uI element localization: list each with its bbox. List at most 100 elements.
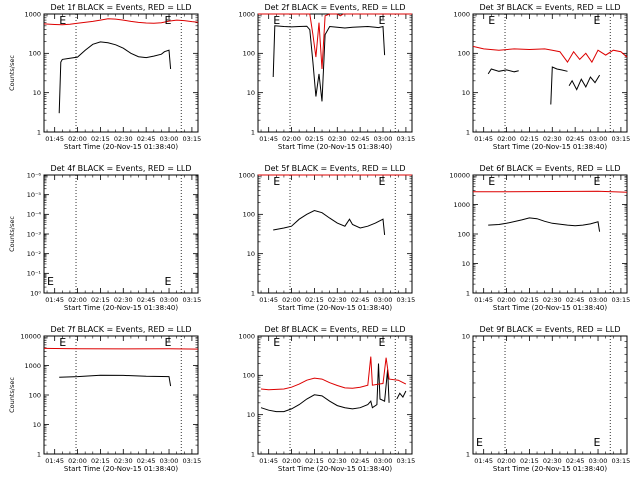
- y-tick-label: 10⁻³: [27, 230, 42, 238]
- y-tick-label: 10: [247, 89, 255, 97]
- lld-series-line: [258, 13, 412, 70]
- x-tick-label: 02:45: [351, 296, 370, 304]
- x-tick-label: 02:00: [282, 135, 301, 143]
- y-tick-label: 100: [243, 372, 255, 380]
- plot-frame: [43, 13, 199, 133]
- event-marker-label: E: [593, 436, 600, 449]
- x-tick-label: 03:15: [397, 135, 416, 143]
- x-tick-label: 02:45: [566, 457, 585, 465]
- event-marker-label: E: [378, 175, 385, 188]
- y-tick-label: 10: [33, 89, 41, 97]
- lld-series-line: [473, 190, 628, 193]
- y-tick-label: 100: [243, 211, 255, 219]
- events-series-line: [550, 66, 568, 105]
- x-tick-label: 03:15: [612, 457, 631, 465]
- x-tick-label: 02:00: [497, 135, 516, 143]
- y-tick-label: 1: [251, 450, 255, 458]
- x-tick-label: 03:00: [589, 135, 608, 143]
- y-tick-label: 100: [29, 50, 41, 58]
- events-series-line: [568, 74, 601, 91]
- event-marker-label: E: [164, 336, 171, 349]
- y-tick-label: 10⁻²: [27, 250, 42, 258]
- x-tick-label: 02:45: [137, 457, 156, 465]
- x-axis-label: Start Time (20-Nov-15 01:38:40): [493, 304, 607, 312]
- plot-frame: [472, 13, 628, 133]
- x-tick-label: 02:15: [91, 457, 110, 465]
- x-tick-label: 03:00: [160, 296, 179, 304]
- y-tick-label: 10⁻⁴: [27, 211, 42, 219]
- y-tick-label: 1: [251, 289, 255, 297]
- x-tick-label: 03:15: [183, 457, 202, 465]
- y-tick-label: 1000: [24, 362, 41, 370]
- x-tick-label: 02:30: [114, 457, 133, 465]
- event-marker-label: E: [164, 275, 171, 288]
- x-tick-label: 02:15: [520, 296, 539, 304]
- panel-title: Det 3f BLACK = Events, RED = LLD: [479, 3, 620, 12]
- lld-series-line: [260, 356, 407, 391]
- x-tick-label: 03:15: [612, 296, 631, 304]
- x-tick-label: 01:45: [45, 457, 64, 465]
- panel-title: Det 4f BLACK = Events, RED = LLD: [50, 164, 191, 173]
- panel-title: Det 5f BLACK = Events, RED = LLD: [264, 164, 405, 173]
- y-axis-label: Counts/sec: [8, 216, 16, 252]
- x-tick-label: 02:45: [137, 296, 156, 304]
- detector-panel-7: Det 7f BLACK = Events, RED = LLD 1 10 100 10…: [8, 325, 201, 473]
- x-tick-label: 03:15: [397, 296, 416, 304]
- x-tick-label: 02:45: [137, 135, 156, 143]
- y-tick-label: 1: [37, 128, 41, 136]
- y-tick-label: 1000: [24, 10, 41, 18]
- plot-frame: [257, 174, 413, 294]
- y-tick-label: 100: [458, 230, 470, 238]
- y-tick-label: 1: [251, 128, 255, 136]
- x-tick-label: 01:45: [259, 135, 278, 143]
- y-tick-label: 10⁰: [30, 289, 41, 297]
- detector-panel-5: Det 5f BLACK = Events, RED = LLD 1 10 100 10…: [238, 164, 415, 312]
- y-tick-label: 10⁻¹: [27, 270, 42, 278]
- x-tick-label: 02:15: [520, 135, 539, 143]
- event-marker-label: E: [59, 14, 66, 27]
- x-tick-label: 02:30: [328, 296, 347, 304]
- x-axis-label: Start Time (20-Nov-15 01:38:40): [64, 143, 178, 151]
- x-tick-label: 03:00: [589, 296, 608, 304]
- event-marker-label: E: [273, 175, 280, 188]
- x-tick-label: 02:30: [543, 457, 562, 465]
- x-axis-label: Start Time (20-Nov-15 01:38:40): [278, 465, 392, 473]
- panel-title: Det 6f BLACK = Events, RED = LLD: [479, 164, 620, 173]
- event-marker-label: E: [47, 275, 54, 288]
- event-marker-label: E: [488, 14, 495, 27]
- plot-frame: [472, 335, 628, 455]
- x-tick-label: 02:15: [305, 457, 324, 465]
- y-tick-label: 10: [33, 421, 41, 429]
- x-tick-label: 02:30: [543, 296, 562, 304]
- y-tick-label: 1000: [238, 10, 255, 18]
- events-series-line: [272, 25, 386, 102]
- y-tick-label: 10000: [449, 171, 470, 179]
- event-marker-label: E: [164, 14, 171, 27]
- events-series-line: [59, 374, 172, 387]
- x-tick-label: 03:15: [397, 457, 416, 465]
- events-series-line: [260, 363, 390, 413]
- x-axis-label: Start Time (20-Nov-15 01:38:40): [493, 143, 607, 151]
- event-marker-label: E: [378, 14, 385, 27]
- x-tick-label: 03:00: [160, 457, 179, 465]
- panel-title: Det 1f BLACK = Events, RED = LLD: [50, 3, 191, 12]
- x-tick-label: 02:00: [497, 457, 516, 465]
- detector-panel-8: Det 8f BLACK = Events, RED = LLD 1 10 100 10…: [238, 325, 415, 473]
- y-tick-label: 10⁻⁵: [27, 191, 42, 199]
- x-tick-label: 01:45: [45, 135, 64, 143]
- y-tick-label: 1000: [453, 201, 470, 209]
- x-tick-label: 03:00: [589, 457, 608, 465]
- detector-panel-3: Det 3f BLACK = Events, RED = LLD 1 10 100 10…: [453, 3, 630, 151]
- x-tick-label: 03:15: [183, 135, 202, 143]
- x-tick-label: 01:45: [259, 296, 278, 304]
- detector-panel-1: Det 1f BLACK = Events, RED = LLD 1 10 100 10…: [8, 3, 201, 151]
- panel-title: Det 2f BLACK = Events, RED = LLD: [264, 3, 405, 12]
- events-series-line: [396, 390, 407, 400]
- x-tick-label: 02:45: [351, 135, 370, 143]
- x-tick-label: 02:00: [497, 296, 516, 304]
- x-tick-label: 01:45: [474, 135, 493, 143]
- y-tick-label: 1: [37, 450, 41, 458]
- lld-series-line: [43, 18, 199, 26]
- x-tick-label: 03:00: [374, 135, 393, 143]
